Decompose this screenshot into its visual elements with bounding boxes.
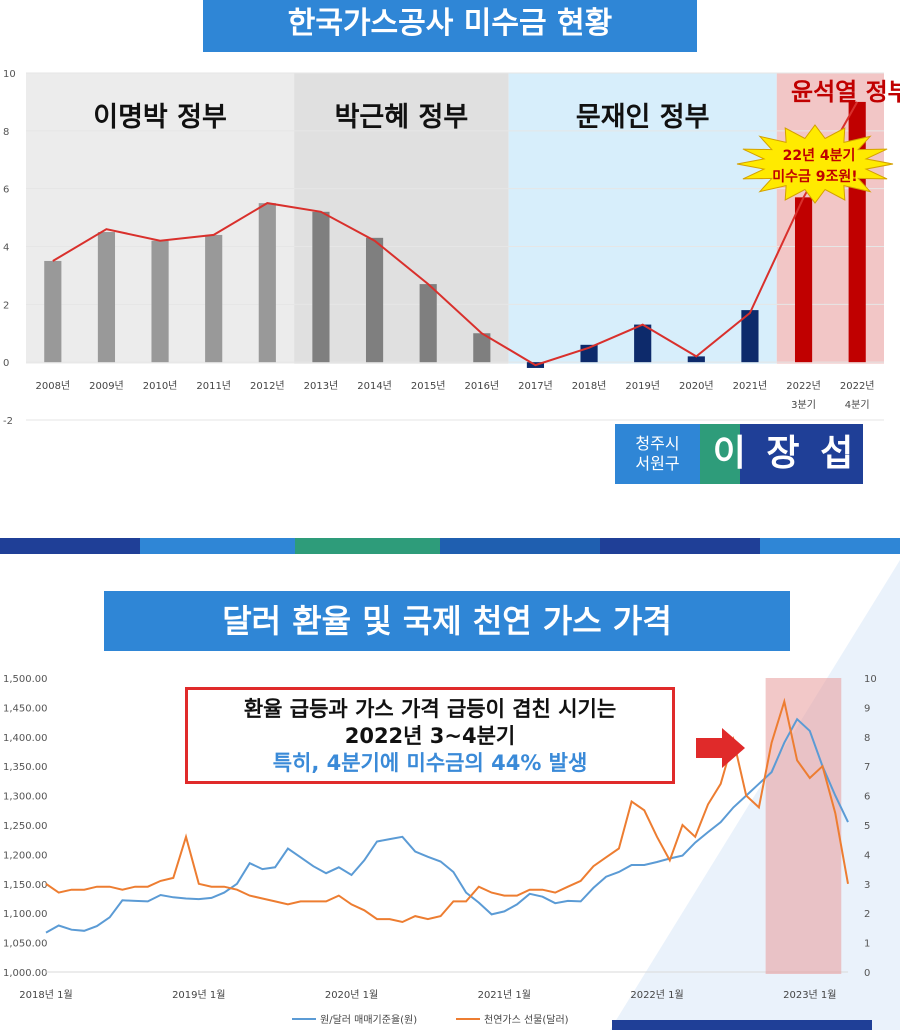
bar-8: [473, 333, 491, 363]
x-tick-15: 2022년: [840, 380, 875, 392]
x-tick-1: 2019년 1월: [172, 989, 225, 1001]
annotation-line-1: 환율 급등과 가스 가격 급등이 겹친 시기는: [243, 697, 617, 721]
x-tick-0: 2018년 1월: [19, 989, 72, 1001]
callout-line-1: 22년 4분기: [783, 148, 856, 164]
bar-13: [741, 310, 759, 363]
y-tick-2: 2: [3, 300, 9, 311]
x-tick-3: 2021년 1월: [478, 989, 531, 1001]
chart-title-exchange-gas: 달러 환율 및 국제 천연 가스 가격: [104, 591, 790, 651]
x-tick-13: 2021년: [733, 380, 768, 392]
era-band-1: [294, 73, 509, 364]
x-tick-2: 2010년: [143, 380, 178, 392]
y-tick-0: -2: [3, 416, 13, 427]
legend-label-1: 천연가스 선물(달러): [484, 1014, 569, 1026]
series-line-1: [45, 697, 849, 924]
callout-starburst: [736, 124, 894, 204]
x-tick-14: 2022년: [786, 380, 821, 392]
bar-3: [205, 234, 223, 363]
annotation-line-2: 2022년 3~4분기: [344, 724, 516, 748]
legend-label-0: 원/달러 매매기준율(원): [320, 1014, 417, 1026]
x-tick-6: 2014년: [357, 380, 392, 392]
x-tick-5: 2013년: [304, 380, 339, 392]
y-left-tick-7: 1,350.00: [3, 762, 48, 773]
y-left-tick-5: 1,250.00: [3, 821, 48, 832]
badge-accent: [700, 424, 740, 484]
era-band-2: [508, 73, 777, 364]
y-tick-1: 0: [3, 358, 9, 369]
x-tick-4: 2012년: [250, 380, 285, 392]
y-right-tick-6: 6: [864, 792, 870, 803]
x-tick-2: 2020년 1월: [325, 989, 378, 1001]
bar-4: [258, 203, 276, 363]
x-tick-7: 2015년: [411, 380, 446, 392]
x-tick-1: 2009년: [89, 380, 124, 392]
x-tick-sub-15: 4분기: [845, 399, 870, 411]
era-label-1: 박근혜 정부: [335, 102, 469, 133]
x-tick-3: 2011년: [196, 380, 231, 392]
y-left-tick-3: 1,150.00: [3, 880, 48, 891]
bar-11: [634, 324, 652, 363]
bar-1: [97, 232, 116, 363]
y-right-tick-1: 1: [864, 939, 870, 950]
y-tick-6: 10: [3, 69, 16, 80]
y-left-tick-9: 1,450.00: [3, 703, 48, 714]
y-right-tick-4: 4: [864, 850, 870, 861]
arrow-pointer: [696, 728, 745, 768]
y-left-tick-8: 1,400.00: [3, 733, 48, 744]
y-tick-3: 4: [3, 243, 9, 254]
x-tick-10: 2018년: [572, 380, 607, 392]
y-left-tick-10: 1,500.00: [3, 674, 48, 685]
unpaid-receivables-chart: 이명박 정부 박근혜 정부 문재인 정부 윤석열 정부 -2 0 2 4 6 8 10 2008년 20…: [3, 69, 900, 427]
exchange-rate-gas-price-chart: 1,000.00 1,050.00 1,100.00 1,150.00 1,200.00…: [3, 560, 900, 1030]
x-tick-9: 2017년: [518, 380, 553, 392]
bar-14: [794, 197, 813, 363]
region-label: 청주시 서원구: [615, 424, 700, 484]
y-left-tick-2: 1,100.00: [3, 909, 48, 920]
politician-badge-bottom: [612, 1020, 872, 1030]
callout-line-2: 미수금 9조원!: [772, 169, 857, 185]
region-line-2: 서원구: [635, 454, 680, 473]
bar-7: [419, 284, 437, 363]
y-right-tick-5: 5: [864, 821, 870, 832]
section-divider-stripe: [0, 538, 900, 554]
bar-6: [365, 237, 384, 363]
x-tick-8: 2016년: [464, 380, 499, 392]
bar-0: [44, 260, 62, 363]
y-left-tick-1: 1,050.00: [3, 939, 48, 950]
annotation-line-3: 특히, 4분기에 미수금의 44% 발생: [272, 751, 588, 775]
y-left-tick-6: 1,300.00: [3, 792, 48, 803]
y-right-tick-3: 3: [864, 880, 870, 891]
x-tick-sub-14: 3분기: [791, 399, 816, 411]
x-tick-11: 2019년: [625, 380, 660, 392]
bar-12: [687, 356, 705, 363]
bar-5: [312, 211, 330, 363]
x-tick-0: 2008년: [35, 380, 70, 392]
y-right-tick-2: 2: [864, 909, 870, 920]
chart-title-receivables: 한국가스공사 미수금 현황: [203, 0, 697, 52]
era-label-0: 이명박 정부: [93, 102, 227, 133]
x-tick-12: 2020년: [679, 380, 714, 392]
politician-name: 이 장 섭: [712, 433, 858, 474]
era-label-2: 문재인 정부: [576, 102, 710, 133]
politician-badge: 청주시 서원구 이 장 섭: [615, 424, 863, 484]
y-right-tick-0: 0: [864, 968, 870, 979]
y-left-tick-0: 1,000.00: [3, 968, 48, 979]
region-line-1: 청주시: [635, 434, 680, 453]
y-right-tick-8: 8: [864, 733, 870, 744]
trend-line: [52, 101, 859, 367]
y-right-tick-10: 10: [864, 674, 877, 685]
x-tick-4: 2022년 1월: [630, 989, 683, 1001]
highlight-band: [765, 678, 842, 974]
series-line-0: [45, 717, 849, 934]
bar-2: [151, 240, 169, 363]
x-tick-5: 2023년 1월: [783, 989, 836, 1001]
y-right-tick-7: 7: [864, 762, 870, 773]
era-label-3: 윤석열 정부: [791, 78, 900, 106]
y-right-tick-9: 9: [864, 703, 870, 714]
y-tick-4: 6: [3, 185, 9, 196]
annotation-box: 환율 급등과 가스 가격 급등이 겹친 시기는 2022년 3~4분기 특히, …: [185, 687, 675, 784]
y-left-tick-4: 1,200.00: [3, 850, 48, 861]
y-tick-5: 8: [3, 127, 9, 138]
